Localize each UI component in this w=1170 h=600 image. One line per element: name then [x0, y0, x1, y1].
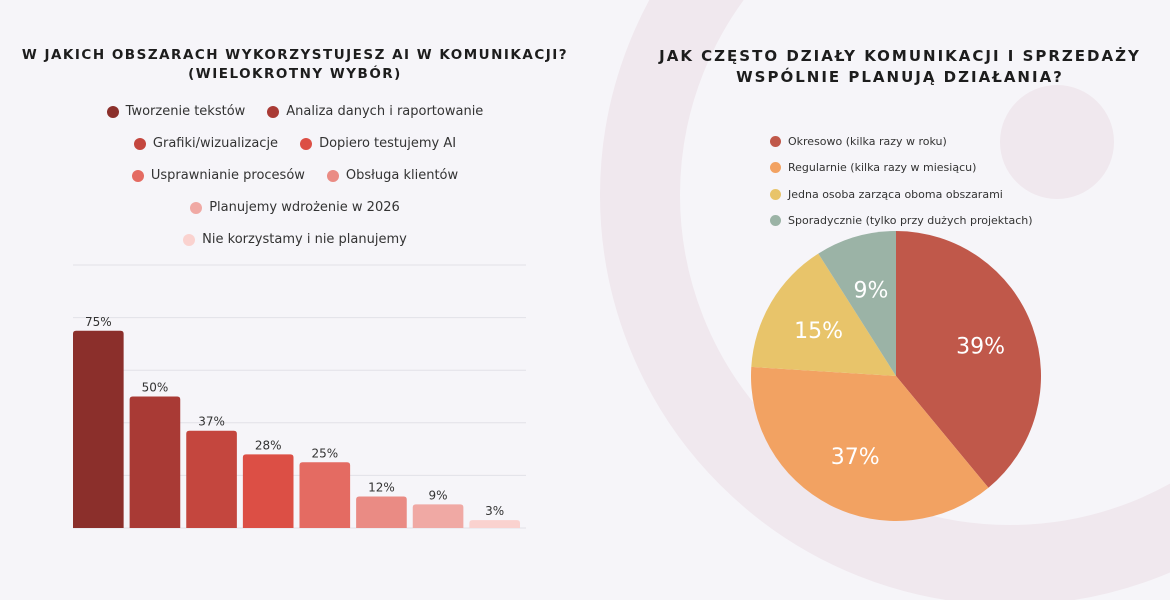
legend-label: Nie korzystamy i nie planujemy [202, 232, 407, 247]
pie-legend: Okresowo (kilka razy w roku) Regularnie (… [770, 128, 1033, 234]
bar [469, 520, 520, 528]
legend-item: Jedna osoba zarząca oboma obszarami [770, 181, 1033, 208]
legend-label: Analiza danych i raportowanie [286, 104, 484, 119]
bar-label: 75% [85, 315, 112, 329]
bar-title: W JAKICH OBSZARACH WYKORZYSTUJESZ AI W K… [21, 47, 569, 63]
legend-dot-icon [183, 233, 196, 246]
pie-label: 15% [794, 319, 843, 344]
legend-dot-icon [770, 215, 781, 227]
legend-dot-icon [267, 105, 280, 118]
legend-row: Planujemy wdrożenie w 2026 [40, 200, 550, 215]
legend-row: Usprawnianie procesów Obsługa klientów [40, 168, 550, 183]
legend-item: Analiza danych i raportowanie [267, 104, 483, 119]
legend-dot-icon [133, 137, 146, 150]
legend-label: Usprawnianie procesów [150, 168, 305, 183]
legend-row: Grafiki/wizualizacje Dopiero testujemy AI [40, 136, 550, 151]
legend-label: Dopiero testujemy AI [319, 136, 457, 151]
bar [73, 330, 124, 528]
bar-label: 25% [311, 446, 338, 460]
legend-item: Usprawnianie procesów [131, 168, 305, 183]
legend-label: Okresowo (kilka razy w roku) [788, 134, 947, 148]
legend-label: Tworzenie tekstów [125, 104, 246, 119]
bar-subtitle: (WIELOKROTNY WYBÓR) [188, 66, 402, 82]
legend-item: Planujemy wdrożenie w 2026 [190, 200, 400, 215]
legend-dot-icon [300, 137, 313, 150]
legend-item: Sporadycznie (tylko przy dużych projekta… [770, 208, 1033, 235]
legend-label: Planujemy wdrożenie w 2026 [209, 200, 400, 215]
legend-item: Tworzenie tekstów [106, 104, 246, 119]
pie-slice [751, 253, 896, 376]
bar [356, 496, 407, 528]
pie-label: 37% [831, 445, 880, 470]
legend-label: Grafiki/wizualizacje [152, 136, 279, 151]
bar-label: 37% [198, 415, 225, 429]
legend-dot-icon [106, 105, 119, 118]
bar-label: 50% [142, 381, 169, 395]
legend-dot-icon [770, 135, 781, 147]
decor-circle [1000, 85, 1114, 199]
legend-dot-icon [131, 169, 144, 182]
bar [242, 454, 294, 528]
legend-item: Obsługa klientów [326, 168, 459, 183]
bar-label: 12% [368, 480, 395, 494]
legend-item: Okresowo (kilka razy w roku) [770, 128, 1033, 155]
decor-ring [600, 0, 1170, 600]
bar-label: 9% [429, 488, 448, 502]
bar [186, 430, 237, 528]
legend-dot-icon [770, 162, 781, 174]
legend-item: Nie korzystamy i nie planujemy [183, 232, 407, 247]
legend-row: Nie korzystamy i nie planujemy [40, 232, 550, 247]
legend-item: Dopiero testujemy AI [300, 136, 456, 151]
legend-item: Grafiki/wizualizacje [133, 136, 279, 151]
pie-slice [818, 231, 896, 376]
bar-label: 28% [255, 438, 282, 452]
legend-dot-icon [326, 169, 339, 182]
legend-dot-icon [770, 188, 781, 200]
bar [412, 504, 464, 528]
pie-label: 39% [956, 335, 1005, 360]
bar [129, 396, 181, 528]
legend-item: Regularnie (kilka razy w miesiącu) [770, 155, 1033, 182]
legend-label: Regularnie (kilka razy w miesiącu) [788, 161, 977, 175]
legend-row: Tworzenie tekstów Analiza danych i raport… [40, 104, 550, 119]
pie-slice [896, 231, 1042, 488]
pie-label: 9% [853, 279, 888, 304]
bar-chart-title: W JAKICH OBSZARACH WYKORZYSTUJESZ AI W K… [20, 46, 570, 84]
pie-chart-title: JAK CZĘSTO DZIAŁY KOMUNIKACJI I SPRZEDAŻ… [659, 47, 1141, 86]
legend-dot-icon [190, 201, 203, 214]
legend-label: Jedna osoba zarząca oboma obszarami [788, 187, 1003, 201]
bar-label: 3% [485, 504, 504, 518]
pie-slice [751, 366, 989, 521]
legend-label: Sporadycznie (tylko przy dużych projekta… [788, 214, 1033, 228]
legend-label: Obsługa klientów [345, 168, 459, 183]
bar [299, 462, 351, 528]
